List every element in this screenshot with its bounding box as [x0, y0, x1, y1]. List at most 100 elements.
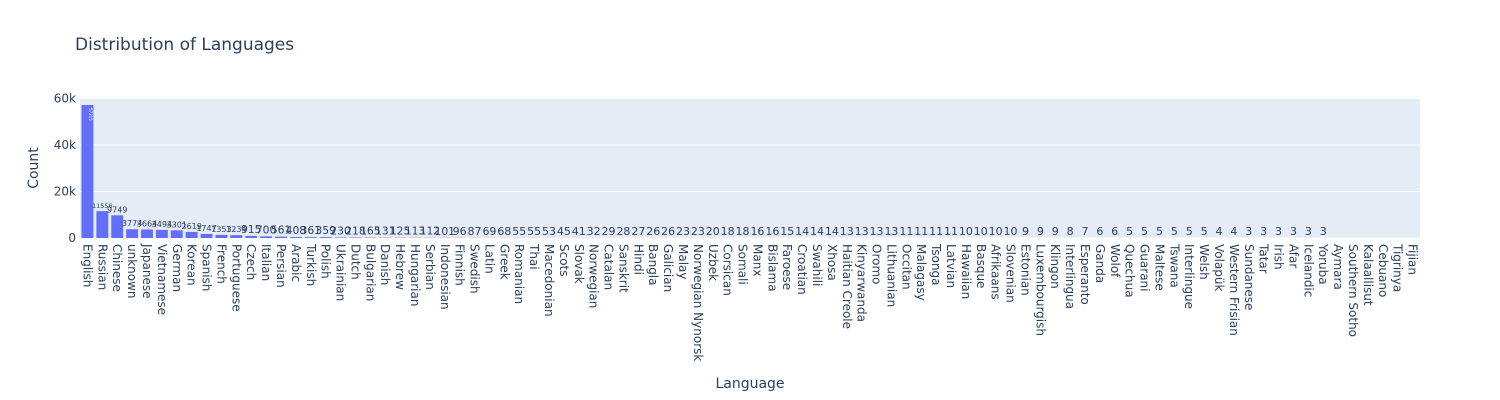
x-tick-label: Spanish	[200, 244, 214, 291]
x-tick-label: Luxembourgish	[1033, 244, 1047, 336]
bar	[185, 231, 198, 238]
x-tick-label: Slovenian	[1004, 244, 1018, 303]
x-tick-label: Estonian	[1018, 244, 1032, 296]
value-label: 4	[1216, 225, 1223, 238]
value-label: 55	[512, 225, 526, 238]
x-tick-label: Hebrew	[393, 244, 407, 290]
x-tick-label: Sundanese	[1242, 244, 1256, 310]
value-label: 9	[1022, 225, 1029, 238]
value-label: 57215	[88, 108, 93, 121]
x-tick-label: Ukrainian	[334, 244, 348, 301]
x-tick-label: Occitan	[899, 244, 913, 290]
x-tick-label: Bulgarian	[363, 244, 377, 301]
value-label: 5	[1171, 225, 1178, 238]
value-label: 23	[691, 225, 705, 238]
value-label: 6	[1096, 225, 1103, 238]
x-tick-label: Indonesian	[438, 244, 452, 310]
value-label: 11	[944, 225, 958, 238]
x-tick-label: Maltese	[1152, 244, 1166, 291]
x-tick-label: Volapük	[1212, 244, 1226, 292]
value-label: 561	[271, 224, 292, 237]
value-label: 3	[1245, 225, 1252, 238]
x-tick-label: Italian	[259, 244, 273, 281]
value-label: 69	[482, 225, 496, 238]
x-tick-label: Irish	[1272, 244, 1286, 270]
value-label: 1234	[226, 225, 246, 234]
bar	[319, 237, 332, 238]
value-label: 9	[1052, 225, 1059, 238]
x-tick-label: Interlingue	[1182, 244, 1196, 309]
value-label: 41	[572, 225, 586, 238]
x-tick-label: Sanskrit	[616, 244, 630, 293]
x-tick-label: Romanian	[512, 244, 526, 304]
x-tick-label: Greek	[497, 244, 511, 280]
value-label: 18	[721, 225, 735, 238]
value-label: 5	[1201, 225, 1208, 238]
x-tick-label: Czech	[244, 244, 258, 280]
value-label: 230	[330, 224, 351, 237]
x-tick-label: Afrikaans	[989, 244, 1003, 300]
value-label: 28	[616, 225, 630, 238]
x-tick-label: Portuguese	[229, 244, 243, 312]
bar	[334, 237, 347, 238]
value-label: 55	[527, 225, 541, 238]
bar	[200, 233, 213, 238]
value-label: 915	[241, 223, 262, 236]
x-tick-label: Manx	[750, 244, 764, 276]
value-label: 96	[453, 225, 467, 238]
value-label: 2619	[181, 222, 201, 231]
x-tick-label: Southern Sotho	[1346, 244, 1360, 337]
x-tick-label: Croatian	[795, 244, 809, 295]
x-tick-label: Swedish	[468, 244, 482, 294]
value-label: 11	[929, 225, 943, 238]
x-tick-label: Quechua	[1123, 244, 1137, 298]
x-tick-label: German	[170, 244, 184, 292]
value-label: 9749	[107, 205, 127, 214]
x-tick-label: Dutch	[348, 244, 362, 280]
value-label: 3	[1290, 225, 1297, 238]
value-label: 16	[750, 225, 764, 238]
value-label: 361	[301, 224, 322, 237]
x-tick-label: Wolof	[1108, 244, 1122, 278]
value-label: 10	[974, 225, 988, 238]
value-label: 26	[646, 225, 660, 238]
value-label: 408	[286, 224, 307, 237]
bar	[111, 215, 124, 238]
bar	[230, 235, 243, 238]
value-label: 1353	[211, 225, 231, 234]
x-tick-label: Klingon	[1048, 244, 1062, 289]
value-label: 11	[899, 225, 913, 238]
x-tick-label: Xhosa	[825, 244, 839, 281]
x-tick-label: Haitian Creole	[840, 244, 854, 329]
x-tick-label: Afar	[1286, 244, 1300, 268]
x-tick-label: Japanese	[140, 243, 154, 299]
value-label: 3301	[167, 220, 187, 229]
value-label: 14	[795, 225, 809, 238]
y-tick-label: 40k	[54, 138, 76, 152]
x-tick-label: Yoruba	[1316, 243, 1330, 285]
x-tick-label: Welsh	[1197, 244, 1211, 280]
bar	[170, 230, 183, 238]
x-tick-label: Guarani	[1138, 244, 1152, 291]
x-tick-label: Polish	[319, 244, 333, 279]
x-tick-label: Scots	[557, 244, 571, 277]
value-label: 8	[1067, 225, 1074, 238]
value-label: 3494	[152, 220, 172, 229]
y-axis-title: Count	[26, 147, 42, 189]
value-label: 5	[1126, 225, 1133, 238]
value-label: 3	[1320, 225, 1327, 238]
x-tick-label: Somali	[736, 244, 750, 285]
value-label: 45	[557, 225, 571, 238]
x-tick-label: Uzbek	[706, 244, 720, 281]
x-tick-label: Cebuano	[1376, 244, 1390, 297]
x-tick-label: Tatar	[1257, 243, 1271, 274]
value-label: 101	[435, 225, 456, 238]
value-label: 23	[676, 225, 690, 238]
x-tick-label: Corsican	[721, 244, 735, 296]
value-label: 3664	[137, 219, 157, 228]
value-label: 11	[914, 225, 928, 238]
x-tick-label: Arabic	[289, 244, 303, 282]
bar	[260, 236, 273, 238]
x-tick-label: Slovak	[572, 244, 586, 284]
x-tick-label: Fijian	[1406, 244, 1420, 275]
